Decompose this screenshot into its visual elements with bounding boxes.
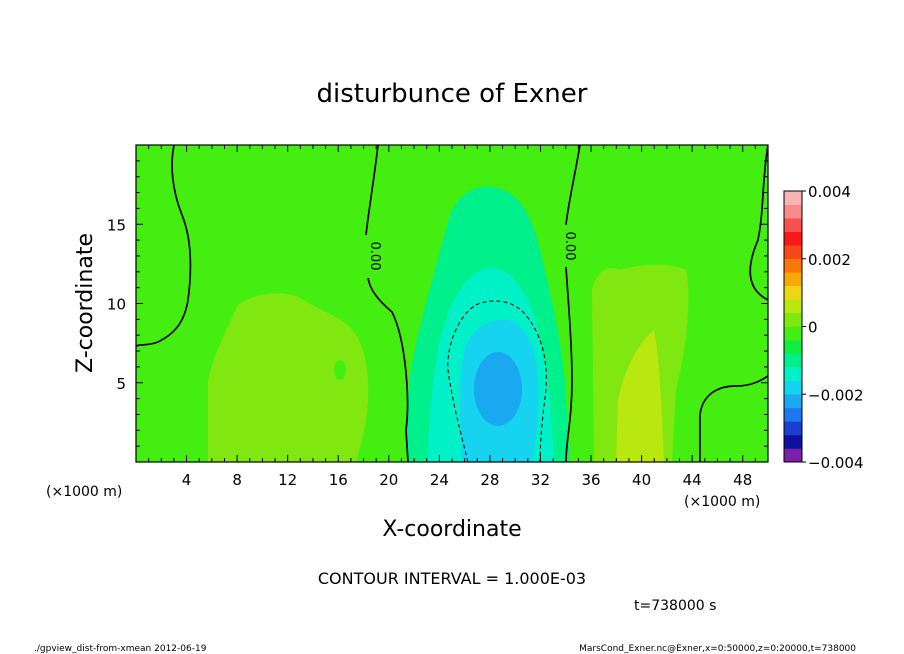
- colorbar-segment: [784, 272, 802, 287]
- x-tick-label: 20: [379, 471, 398, 489]
- negative-core: [474, 352, 522, 426]
- x-tick-label: 24: [430, 471, 449, 489]
- colorbar-tick-label: −0.002: [808, 386, 864, 404]
- positive-core-right: [616, 330, 664, 462]
- colorbar-segment: [784, 218, 802, 232]
- positive-region-left: [208, 293, 369, 462]
- contour-interval: CONTOUR INTERVAL = 1.000E-03: [318, 569, 586, 588]
- colorbar-tick-label: 0: [808, 319, 818, 337]
- zero-contour-5: [699, 375, 768, 462]
- x-unit-left: (×1000 m): [46, 484, 122, 500]
- x-tick-label: 44: [683, 471, 702, 489]
- plot-area: [136, 145, 768, 462]
- colorbar-segment: [784, 245, 802, 260]
- colorbar: [784, 191, 802, 463]
- colorbar-segment: [784, 367, 802, 381]
- footer-left: ./gpview_dist-from-xmean 2012-06-19: [34, 644, 207, 654]
- contour-label-1: 0.00: [367, 242, 382, 271]
- y-axis: 5 10 15: [107, 160, 768, 447]
- colorbar-segment: [784, 285, 802, 300]
- colorbar-ticks: 0.004 0.002 0 −0.002 −0.004: [802, 183, 864, 472]
- x-tick-label: 32: [531, 471, 550, 489]
- colorbar-segment: [784, 448, 802, 463]
- x-tick-label: 36: [581, 471, 600, 489]
- x-tick-label: 40: [632, 471, 651, 489]
- colorbar-segment: [784, 353, 802, 368]
- colorbar-segment: [784, 394, 802, 409]
- x-unit-right: (×1000 m): [684, 494, 760, 510]
- colorbar-segment: [784, 258, 802, 273]
- zero-contour-3: [565, 145, 581, 462]
- colorbar-segment: [784, 326, 802, 341]
- contour-label-2: 0.00: [562, 232, 577, 261]
- colorbar-segment: [784, 191, 802, 205]
- zero-contour-4: [749, 145, 768, 301]
- x-tick-label: 4: [182, 471, 192, 489]
- x-tick-label: 48: [733, 471, 752, 489]
- footer-right: MarsCond_Exner.nc@Exner,x=0:50000,z=0:20…: [579, 644, 856, 654]
- colorbar-tick-label: 0.004: [808, 183, 851, 201]
- x-tick-label: 28: [480, 471, 499, 489]
- colorbar-segment: [784, 312, 802, 327]
- y-tick-label: 15: [107, 216, 126, 234]
- colorbar-segment: [784, 407, 802, 422]
- colorbar-tick-label: −0.004: [808, 454, 864, 472]
- colorbar-segment: [784, 380, 802, 395]
- x-axis: 4 8 12 16 20 24 28 32 36 40 44 48: [148, 145, 756, 489]
- x-axis-label: X-coordinate: [382, 517, 521, 542]
- colorbar-segment: [784, 204, 802, 219]
- y-axis-label: Z-coordinate: [73, 233, 98, 373]
- y-tick-label: 10: [107, 296, 126, 314]
- colorbar-segment: [784, 231, 802, 246]
- local-max-spot: [334, 360, 346, 380]
- time-label: t=738000 s: [634, 598, 716, 614]
- x-tick-label: 12: [278, 471, 297, 489]
- negative-contour: [447, 300, 547, 462]
- zero-contour-2: [365, 145, 409, 462]
- x-tick-label: 8: [232, 471, 242, 489]
- colorbar-tick-label: 0.002: [808, 251, 851, 269]
- colorbar-segment: [784, 340, 802, 354]
- colorbar-segment: [784, 299, 802, 314]
- zero-contour-1: [136, 145, 192, 347]
- chart-title: disturbunce of Exner: [317, 79, 588, 109]
- colorbar-segment: [784, 434, 802, 449]
- x-tick-label: 16: [329, 471, 348, 489]
- colorbar-segment: [784, 421, 802, 436]
- y-tick-label: 5: [116, 375, 126, 393]
